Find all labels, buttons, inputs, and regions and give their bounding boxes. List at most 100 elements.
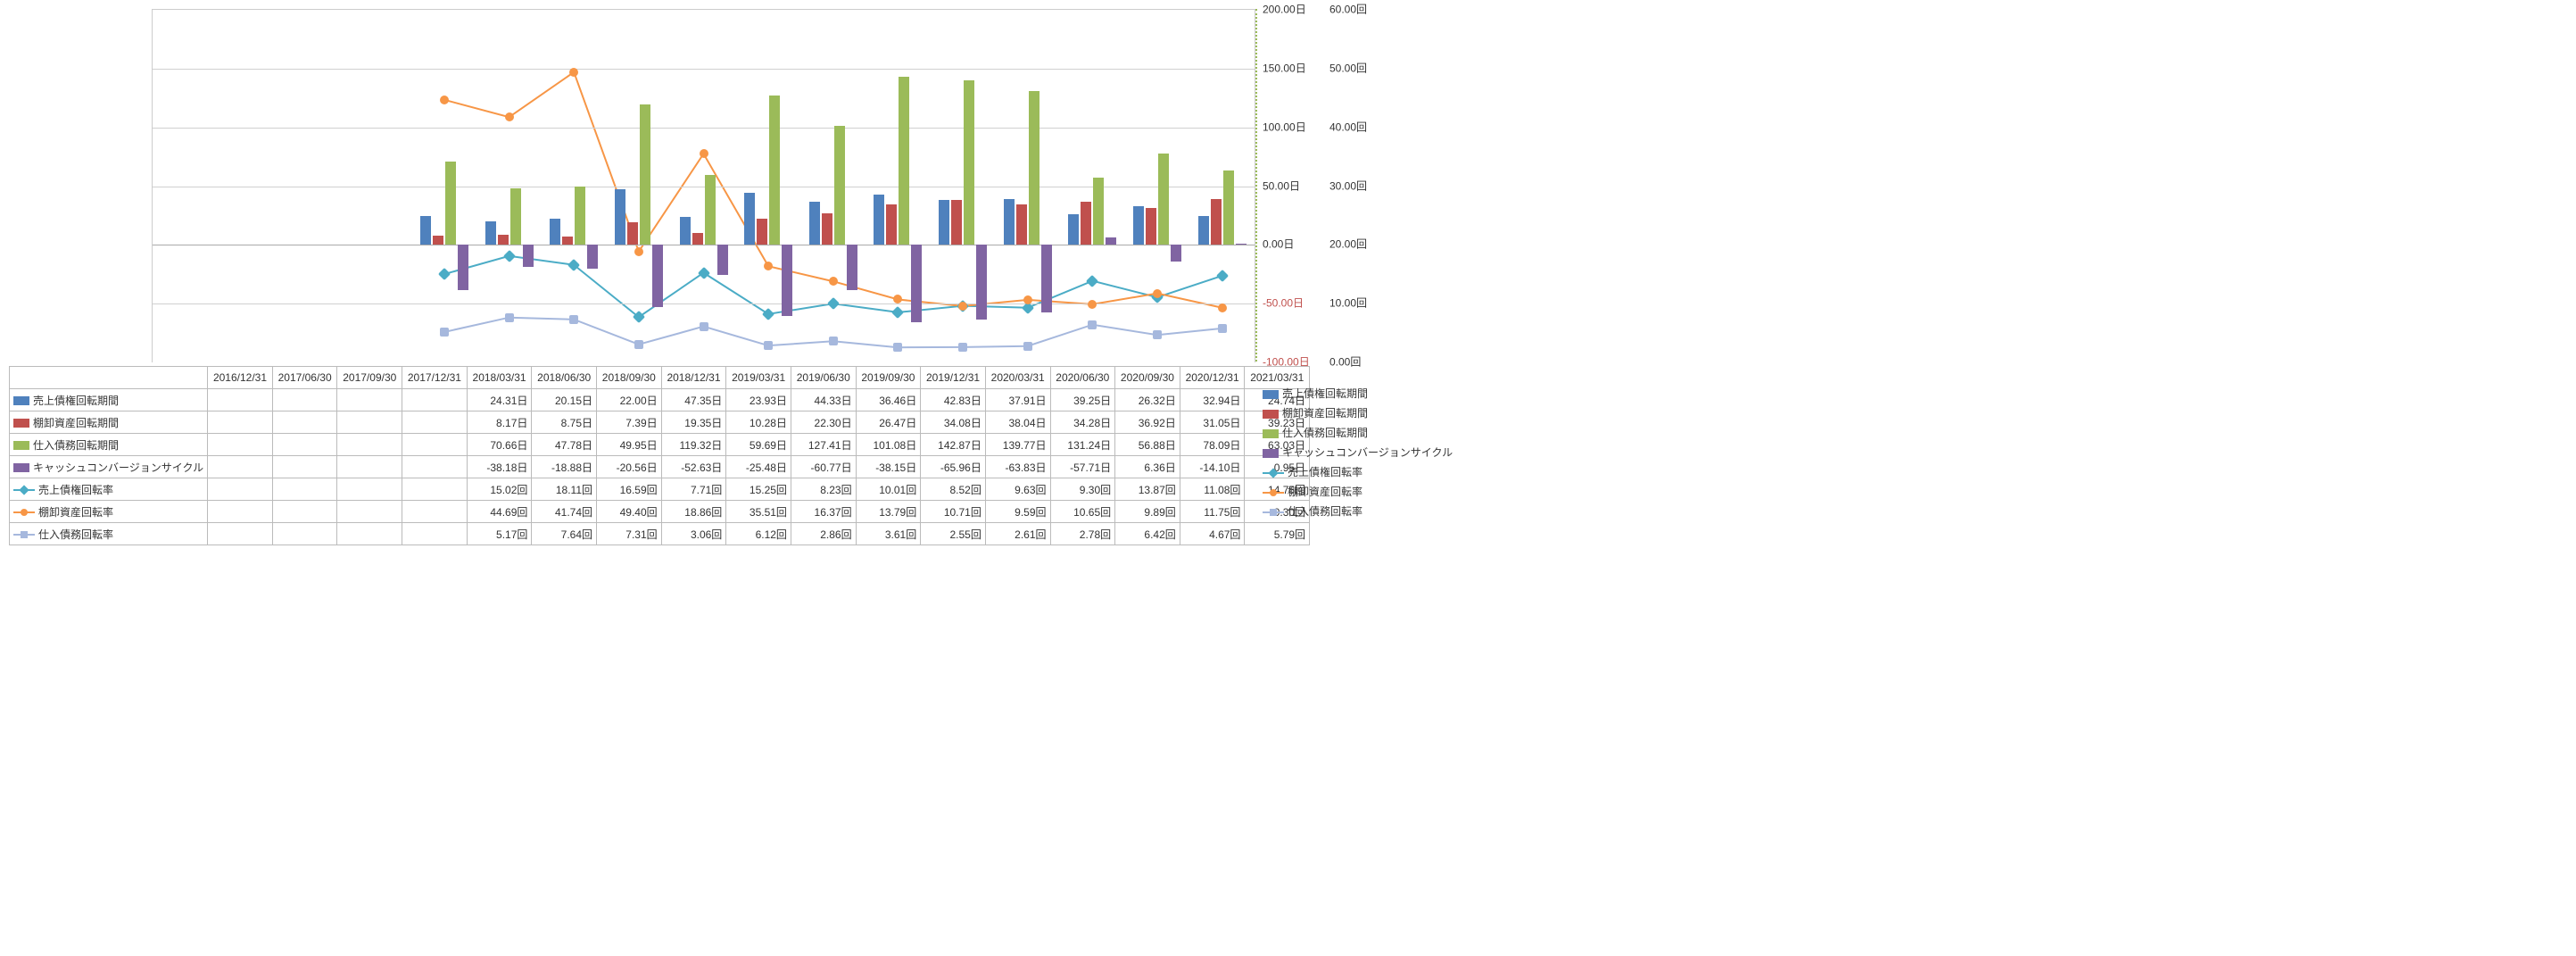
data-cell [272, 411, 337, 434]
data-cell: 49.95日 [597, 434, 662, 456]
bar-s4 [1106, 237, 1116, 245]
legend-label: キャッシュコンバージョンサイクル [1282, 446, 1453, 459]
data-cell [337, 411, 402, 434]
marker-s6 [1023, 295, 1032, 304]
series-label: 売上債権回転率 [10, 478, 208, 501]
bar-s2 [1146, 208, 1156, 245]
data-cell: 13.87回 [1115, 478, 1180, 501]
chart-plot-area [152, 9, 1255, 362]
chart-right-separator [1255, 9, 1257, 362]
data-cell: -25.48日 [726, 456, 791, 478]
bar-s1 [744, 193, 755, 245]
data-cell [337, 478, 402, 501]
bar-s3 [640, 104, 650, 245]
bar-s3 [575, 187, 585, 245]
data-cell: 101.08日 [856, 434, 921, 456]
marker-s6 [893, 295, 902, 303]
data-cell [208, 478, 273, 501]
data-cell: 139.77日 [985, 434, 1050, 456]
bar-s1 [809, 202, 820, 245]
bar-s4 [1041, 245, 1052, 312]
bar-s1 [1133, 206, 1144, 245]
data-cell: 3.06回 [661, 523, 726, 545]
data-cell: 31.05日 [1180, 411, 1245, 434]
marker-s6 [700, 149, 708, 158]
data-cell: 7.39日 [597, 411, 662, 434]
data-cell [337, 456, 402, 478]
date-header: 2020/09/30 [1115, 367, 1180, 389]
bar-s1 [615, 189, 625, 245]
data-cell: 36.92日 [1115, 411, 1180, 434]
marker-s7 [440, 328, 449, 337]
data-cell: 34.08日 [921, 411, 986, 434]
data-cell: 2.61回 [985, 523, 1050, 545]
data-cell [272, 478, 337, 501]
bar-s1 [939, 200, 949, 245]
series-label: 仕入債務回転期間 [10, 434, 208, 456]
data-cell [272, 389, 337, 411]
date-header: 2017/09/30 [337, 367, 402, 389]
data-cell: 37.91日 [985, 389, 1050, 411]
data-cell [208, 501, 273, 523]
bar-s1 [874, 195, 884, 245]
marker-s6 [829, 277, 838, 286]
data-cell: 59.69日 [726, 434, 791, 456]
data-cell: 7.64回 [532, 523, 597, 545]
data-cell [208, 411, 273, 434]
data-cell: 11.08回 [1180, 478, 1245, 501]
date-header: 2020/03/31 [985, 367, 1050, 389]
data-cell: 10.65回 [1050, 501, 1115, 523]
marker-s6 [958, 302, 967, 311]
data-cell: 41.74回 [532, 501, 597, 523]
bar-s4 [1236, 244, 1247, 245]
data-table: 2016/12/312017/06/302017/09/302017/12/31… [9, 366, 1310, 545]
data-cell: 44.33日 [791, 389, 856, 411]
data-cell [272, 523, 337, 545]
data-cell [272, 501, 337, 523]
marker-s7 [634, 340, 643, 349]
data-cell: 8.23回 [791, 478, 856, 501]
marker-s7 [829, 337, 838, 345]
data-cell: 47.35日 [661, 389, 726, 411]
data-cell: 8.75日 [532, 411, 597, 434]
bar-s2 [692, 233, 703, 245]
bar-s2 [822, 213, 832, 245]
marker-s6 [764, 262, 773, 270]
marker-s6 [505, 112, 514, 121]
marker-s7 [764, 341, 773, 350]
data-cell: 22.30日 [791, 411, 856, 434]
data-cell: -65.96日 [921, 456, 986, 478]
bar-s1 [420, 216, 431, 245]
data-cell [402, 478, 468, 501]
bar-s2 [1211, 199, 1222, 245]
bar-s4 [782, 245, 792, 316]
data-cell: 8.17日 [467, 411, 532, 434]
data-cell: 26.47日 [856, 411, 921, 434]
data-cell: -60.77日 [791, 456, 856, 478]
data-cell: 32.94日 [1180, 389, 1245, 411]
bar-s4 [1171, 245, 1181, 262]
data-cell: 127.41日 [791, 434, 856, 456]
data-cell: 49.40回 [597, 501, 662, 523]
legend-item: 売上債権回転率 [1263, 462, 1453, 482]
legend-label: 売上債権回転率 [1288, 466, 1363, 478]
data-cell: 6.12回 [726, 523, 791, 545]
data-cell [337, 501, 402, 523]
series-label: キャッシュコンバージョンサイクル [10, 456, 208, 478]
bar-s1 [550, 219, 560, 245]
data-cell: 4.67回 [1180, 523, 1245, 545]
bar-s3 [769, 96, 780, 245]
data-cell: 36.46日 [856, 389, 921, 411]
bar-s4 [717, 245, 728, 275]
marker-s6 [634, 247, 643, 256]
series-label: 売上債権回転期間 [10, 389, 208, 411]
date-header: 2020/12/31 [1180, 367, 1245, 389]
data-cell: 38.04日 [985, 411, 1050, 434]
marker-s6 [1088, 300, 1097, 309]
bar-s1 [1198, 216, 1209, 245]
marker-s6 [569, 68, 578, 77]
date-header: 2018/12/31 [661, 367, 726, 389]
data-cell [402, 456, 468, 478]
data-cell: 9.30回 [1050, 478, 1115, 501]
bar-s2 [886, 204, 897, 245]
